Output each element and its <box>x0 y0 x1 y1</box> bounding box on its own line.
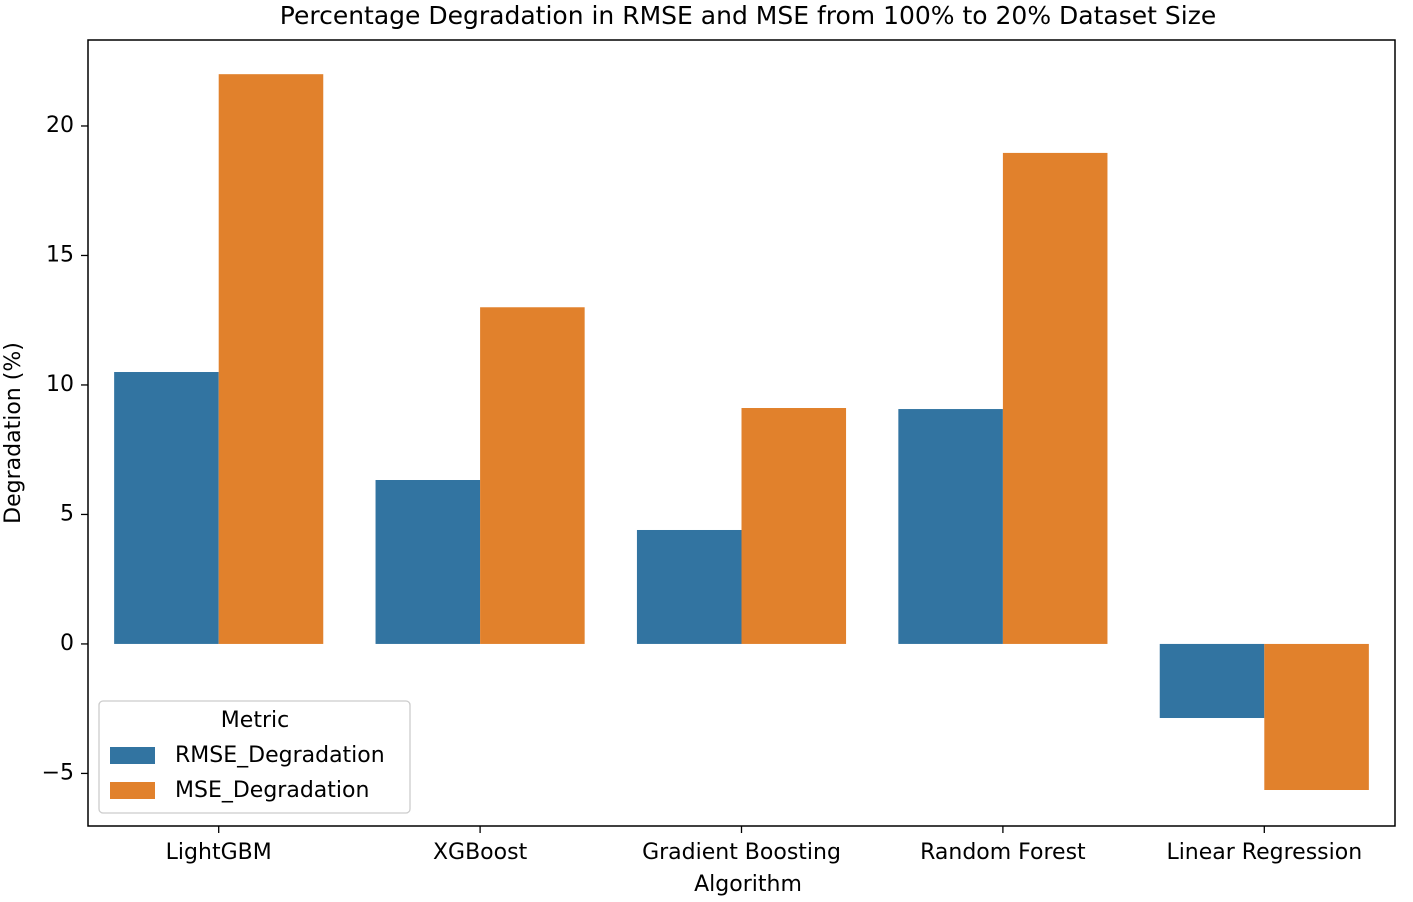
y-tick-label: 10 <box>46 372 74 397</box>
x-tick-label: Random Forest <box>920 840 1086 865</box>
y-tick-label: −5 <box>42 760 74 785</box>
x-tick-label: LightGBM <box>166 840 272 865</box>
x-tick-label: Gradient Boosting <box>642 840 841 865</box>
legend-swatch <box>110 747 155 764</box>
legend-swatch <box>110 782 155 799</box>
bar <box>480 307 585 644</box>
bar <box>636 529 742 644</box>
legend-label: RMSE_Degradation <box>175 743 385 768</box>
x-tick-label: Linear Regression <box>1166 840 1362 865</box>
bar <box>1002 152 1108 644</box>
x-tick-label: XGBoost <box>433 840 528 865</box>
y-tick-label: 15 <box>46 242 74 267</box>
bar <box>1264 643 1369 791</box>
chart-title: Percentage Degradation in RMSE and MSE f… <box>280 1 1216 30</box>
bar <box>898 409 1003 644</box>
y-tick-label: 5 <box>60 501 74 526</box>
legend: Metric RMSE_Degradation MSE_Degradation <box>98 700 411 814</box>
bar <box>1159 643 1265 719</box>
y-axis-label: Degradation (%) <box>1 342 26 524</box>
y-tick-label: 0 <box>60 631 74 656</box>
bar <box>375 480 481 644</box>
bar <box>741 408 847 644</box>
plot-frame <box>87 39 1396 827</box>
legend-box <box>98 700 411 814</box>
y-tick-label: 20 <box>46 113 74 138</box>
legend-label: MSE_Degradation <box>175 778 369 803</box>
legend-title: Metric <box>221 708 289 733</box>
x-axis-label: Algorithm <box>694 872 802 897</box>
bar <box>218 74 324 644</box>
bar <box>114 372 219 644</box>
